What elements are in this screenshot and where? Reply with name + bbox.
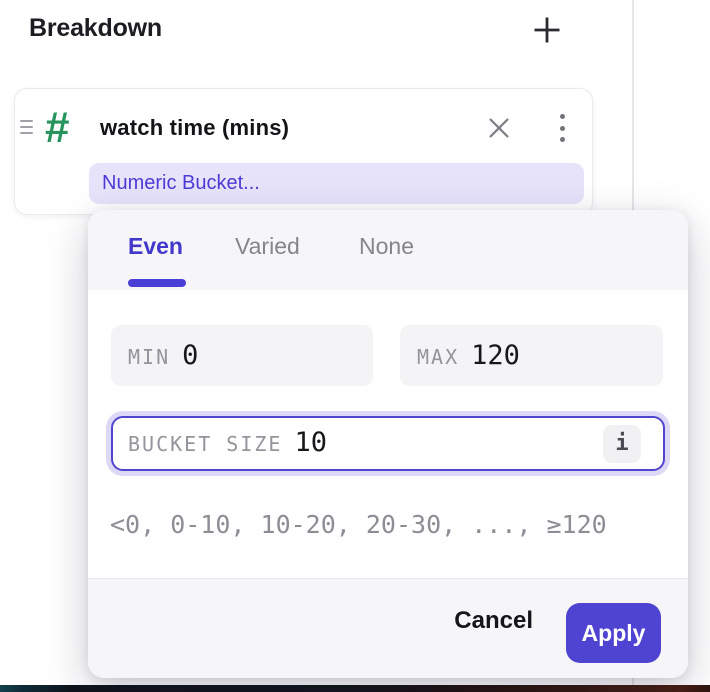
- kebab-menu-icon[interactable]: [552, 114, 572, 142]
- chart-edge-strip: [0, 685, 710, 692]
- breakdown-card: # watch time (mins) Numeric Bucket...: [14, 88, 593, 215]
- page-title: Breakdown: [29, 14, 162, 42]
- bucket-preview: <0, 0-10, 10-20, 20-30, ..., ≥120: [110, 510, 607, 539]
- plus-icon: [534, 17, 560, 43]
- bucket-size-value: 10: [294, 427, 327, 458]
- bucketing-selector[interactable]: Numeric Bucket...: [89, 163, 584, 204]
- max-label: MAX: [417, 345, 460, 369]
- min-label: MIN: [128, 345, 171, 369]
- bucket-size-input[interactable]: BUCKET SIZE 10 i: [111, 416, 665, 471]
- tab-bar: Even Varied None: [88, 210, 688, 290]
- min-input[interactable]: MIN 0: [111, 325, 373, 386]
- add-breakdown-button[interactable]: [528, 11, 566, 49]
- min-value: 0: [182, 340, 199, 371]
- cancel-button[interactable]: Cancel: [454, 607, 533, 634]
- tab-even[interactable]: Even: [128, 233, 183, 259]
- popover-footer: Cancel Apply: [88, 578, 688, 678]
- tab-none[interactable]: None: [359, 233, 414, 259]
- drag-handle-icon[interactable]: [20, 120, 34, 136]
- max-input[interactable]: MAX 120: [400, 325, 663, 386]
- bucketing-selector-label: Numeric Bucket...: [102, 172, 260, 194]
- max-value: 120: [471, 340, 520, 371]
- close-icon[interactable]: [487, 116, 511, 140]
- info-icon[interactable]: i: [603, 425, 641, 463]
- property-name: watch time (mins): [100, 115, 290, 140]
- apply-button[interactable]: Apply: [566, 603, 661, 663]
- tab-varied[interactable]: Varied: [235, 233, 300, 259]
- numeric-type-icon: #: [45, 103, 70, 152]
- active-tab-indicator: [128, 279, 186, 287]
- bucket-size-label: BUCKET SIZE: [128, 432, 283, 456]
- numeric-bucket-popover: Even Varied None MIN 0 MAX 120 BUCKET SIZE…: [88, 210, 688, 678]
